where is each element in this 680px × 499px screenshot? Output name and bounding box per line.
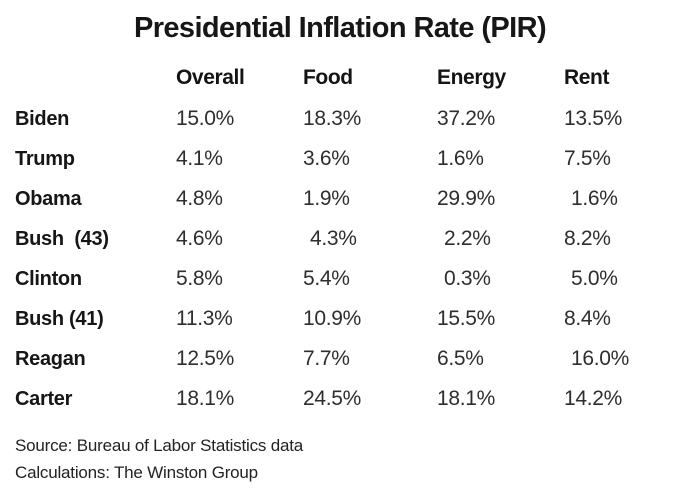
cell-rent: 13.5% — [564, 107, 623, 130]
row-label: Reagan — [15, 347, 86, 370]
footer-notes: Source: Bureau of Labor Statistics data … — [15, 432, 680, 486]
source-note: Source: Bureau of Labor Statistics data — [15, 436, 303, 455]
row-label: Bush (43) — [15, 227, 109, 250]
cell-energy: 29.9% — [437, 187, 496, 210]
row-label: Carter — [15, 387, 73, 410]
cell-food: 7.7% — [303, 347, 350, 370]
cell-rent: 7.5% — [564, 147, 611, 170]
table-row: Bush (43) 4.6% 4.3% 2.2% 8.2% — [15, 219, 680, 259]
cell-rent: 8.4% — [564, 307, 611, 330]
cell-food: 4.3% — [310, 227, 357, 250]
row-label: Biden — [15, 107, 70, 130]
row-label: Bush (41) — [15, 307, 104, 330]
column-header-energy: Energy — [437, 66, 506, 89]
table-row: Trump 4.1% 3.6% 1.6% 7.5% — [15, 139, 680, 179]
cell-energy: 18.1% — [437, 387, 496, 410]
cell-energy: 1.6% — [437, 147, 484, 170]
data-table: Overall Food Energy Rent Biden 15.0% 18.… — [15, 57, 680, 419]
cell-overall: 15.0% — [176, 107, 235, 130]
cell-food: 3.6% — [303, 147, 350, 170]
cell-energy: 37.2% — [437, 107, 496, 130]
cell-rent: 1.6% — [571, 187, 618, 210]
table-row: Bush (41) 11.3% 10.9% 15.5% 8.4% — [15, 299, 680, 339]
table-row: Biden 15.0% 18.3% 37.2% 13.5% — [15, 99, 680, 139]
column-header-overall: Overall — [176, 66, 245, 89]
column-header-food: Food — [303, 66, 353, 89]
cell-energy: 15.5% — [437, 307, 496, 330]
cell-food: 1.9% — [303, 187, 350, 210]
cell-energy: 0.3% — [444, 267, 491, 290]
cell-rent: 8.2% — [564, 227, 611, 250]
cell-rent: 5.0% — [571, 267, 618, 290]
cell-overall: 4.6% — [176, 227, 223, 250]
cell-overall: 12.5% — [176, 347, 235, 370]
column-header-rent: Rent — [564, 66, 610, 89]
table-row: Carter 18.1% 24.5% 18.1% 14.2% — [15, 379, 680, 419]
cell-overall: 11.3% — [176, 307, 233, 330]
cell-food: 24.5% — [303, 387, 362, 410]
table-header-row: Overall Food Energy Rent — [15, 57, 680, 99]
cell-food: 10.9% — [303, 307, 362, 330]
table-row: Obama 4.8% 1.9% 29.9% 1.6% — [15, 179, 680, 219]
table-row: Reagan 12.5% 7.7% 6.5% 16.0% — [15, 339, 680, 379]
cell-food: 5.4% — [303, 267, 350, 290]
cell-energy: 2.2% — [444, 227, 491, 250]
cell-overall: 5.8% — [176, 267, 223, 290]
row-label: Trump — [15, 147, 75, 170]
cell-overall: 4.1% — [176, 147, 223, 170]
cell-rent: 14.2% — [564, 387, 623, 410]
table-row: Clinton 5.8% 5.4% 0.3% 5.0% — [15, 259, 680, 299]
cell-energy: 6.5% — [437, 347, 484, 370]
row-label: Obama — [15, 187, 82, 210]
row-label: Clinton — [15, 267, 82, 290]
cell-overall: 4.8% — [176, 187, 223, 210]
calculations-note: Calculations: The Winston Group — [15, 463, 258, 482]
cell-overall: 18.1% — [176, 387, 235, 410]
page-title: Presidential Inflation Rate (PIR) — [133, 12, 547, 44]
cell-rent: 16.0% — [571, 347, 630, 370]
cell-food: 18.3% — [303, 107, 362, 130]
